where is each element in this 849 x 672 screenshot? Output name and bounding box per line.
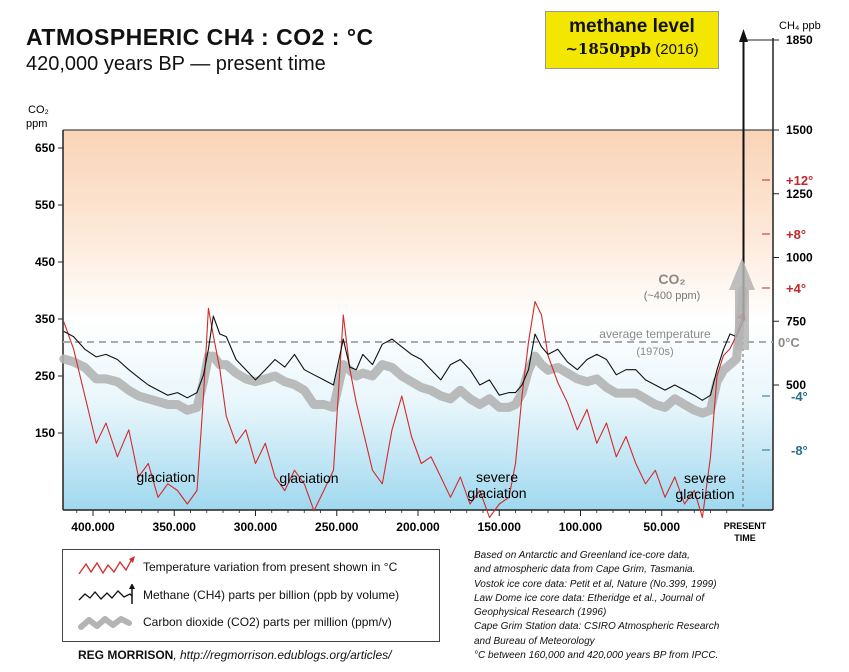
x-tick-label: 400.000 (71, 520, 115, 534)
source-line: Cape Grim Station data: CSIRO Atmospheri… (474, 621, 720, 633)
source-line: and Bureau of Meteorology (474, 635, 595, 647)
x-tick-label: 50.000 (643, 520, 680, 534)
credit-line: REG MORRISON, http://regmorrison.edublog… (78, 648, 391, 662)
left-tick-label: 350 (35, 312, 55, 326)
avg-temp-year: (1970s) (636, 346, 673, 358)
x-tick-label: 200.000 (396, 520, 440, 534)
left-axis-title: CO₂ (28, 104, 49, 116)
badge-value-line: ~1850ppb (2016) (546, 40, 718, 58)
co2-present-label: CO₂ (658, 271, 685, 287)
temp-tick-label: -4° (791, 389, 808, 404)
source-line: Law Dome ice core data: Etheridge et al.… (474, 592, 705, 604)
x-tick-label: 350.000 (153, 520, 197, 534)
severe-glaciation-label: severe (476, 469, 518, 485)
left-axis-unit: ppm (26, 118, 47, 130)
x-tick-label: 150.000 (478, 520, 522, 534)
badge-value: ~1850ppb (565, 40, 652, 58)
left-tick-label: 450 (35, 255, 55, 269)
present-time-label: TIME (734, 533, 756, 543)
glaciation-label: glaciation (279, 470, 338, 486)
right-axis-title: CH₄ ppb (779, 20, 821, 32)
x-tick-label: 100.000 (559, 520, 603, 534)
legend-co2-swatch (78, 616, 132, 630)
source-line: and atmospheric data from Cape Grim, Tas… (474, 564, 696, 576)
right-axis-top-value: 1850 (786, 33, 813, 47)
right-tick-label: 500 (786, 378, 806, 392)
severe-glaciation-label: glaciation (467, 485, 526, 501)
legend-methane: Methane (CH4) parts per billion (ppb by … (63, 584, 439, 608)
legend-co2: Carbon dioxide (CO2) parts per million (… (63, 611, 439, 635)
temp-tick-label: +12° (786, 173, 813, 188)
left-tick-label: 250 (35, 369, 55, 383)
legend-co2-label: Carbon dioxide (CO2) parts per million (… (143, 615, 392, 629)
temperature-series-line (63, 300, 746, 519)
credit-author: REG MORRISON (78, 648, 174, 662)
badge-year: (2016) (655, 41, 699, 58)
credit-url: , http://regmorrison.edublogs.org/articl… (173, 648, 392, 662)
avg-temp-label: average temperature (599, 327, 711, 341)
severe-glaciation-label: glaciation (675, 486, 734, 502)
legend-methane-label: Methane (CH4) parts per billion (ppb by … (143, 588, 400, 602)
glaciation-label: glaciation (136, 469, 195, 485)
legend-temperature-label: Temperature variation from present shown… (143, 560, 398, 574)
present-time-label: PRESENT (724, 521, 767, 531)
x-tick-label: 250.000 (315, 520, 359, 534)
source-notes: Based on Antarctic and Greenland ice-cor… (474, 549, 804, 663)
legend-temperature: Temperature variation from present shown… (63, 556, 439, 580)
left-tick-label: 650 (35, 141, 55, 155)
legend-temperature-swatch (78, 556, 135, 575)
badge-title: methane level (569, 16, 695, 37)
legend-methane-swatch (78, 584, 135, 604)
methane-series-line (63, 315, 744, 401)
x-tick-label: 300.000 (234, 520, 278, 534)
chart-subtitle: 420,000 years BP — present time (26, 53, 326, 75)
source-line: Vostok ice core data: Petit et al, Natur… (474, 578, 717, 590)
legend: Temperature variation from present shown… (62, 549, 440, 642)
co2-present-arrow (729, 258, 755, 350)
temp-tick-label: +4° (786, 281, 806, 296)
source-line: Geophysical Research (1996) (474, 607, 607, 619)
co2-present-value: (~400 ppm) (644, 290, 701, 302)
right-tick-label: 1250 (786, 187, 813, 201)
right-tick-label: 1000 (786, 251, 813, 265)
source-line: °C between 160,000 and 420,000 years BP … (474, 650, 719, 662)
plot-background (63, 130, 773, 510)
left-tick-label: 550 (35, 198, 55, 212)
left-tick-label: 150 (35, 426, 55, 440)
right-tick-label: 1500 (786, 123, 813, 137)
methane-level-badge: methane level ~1850ppb (2016) (545, 11, 719, 69)
co2-series-line (59, 286, 748, 418)
source-line: Based on Antarctic and Greenland ice-cor… (474, 550, 690, 561)
severe-glaciation-label: severe (684, 470, 726, 486)
right-tick-label: 750 (786, 314, 806, 328)
temp-tick-label: -8° (791, 443, 808, 458)
temp-tick-label: +8° (786, 227, 806, 242)
methane-present-arrow-head (739, 29, 748, 42)
chart-title: ATMOSPHERIC CH4 : CO2 : °C (26, 24, 374, 50)
temp-zero-label: 0°C (778, 335, 800, 350)
